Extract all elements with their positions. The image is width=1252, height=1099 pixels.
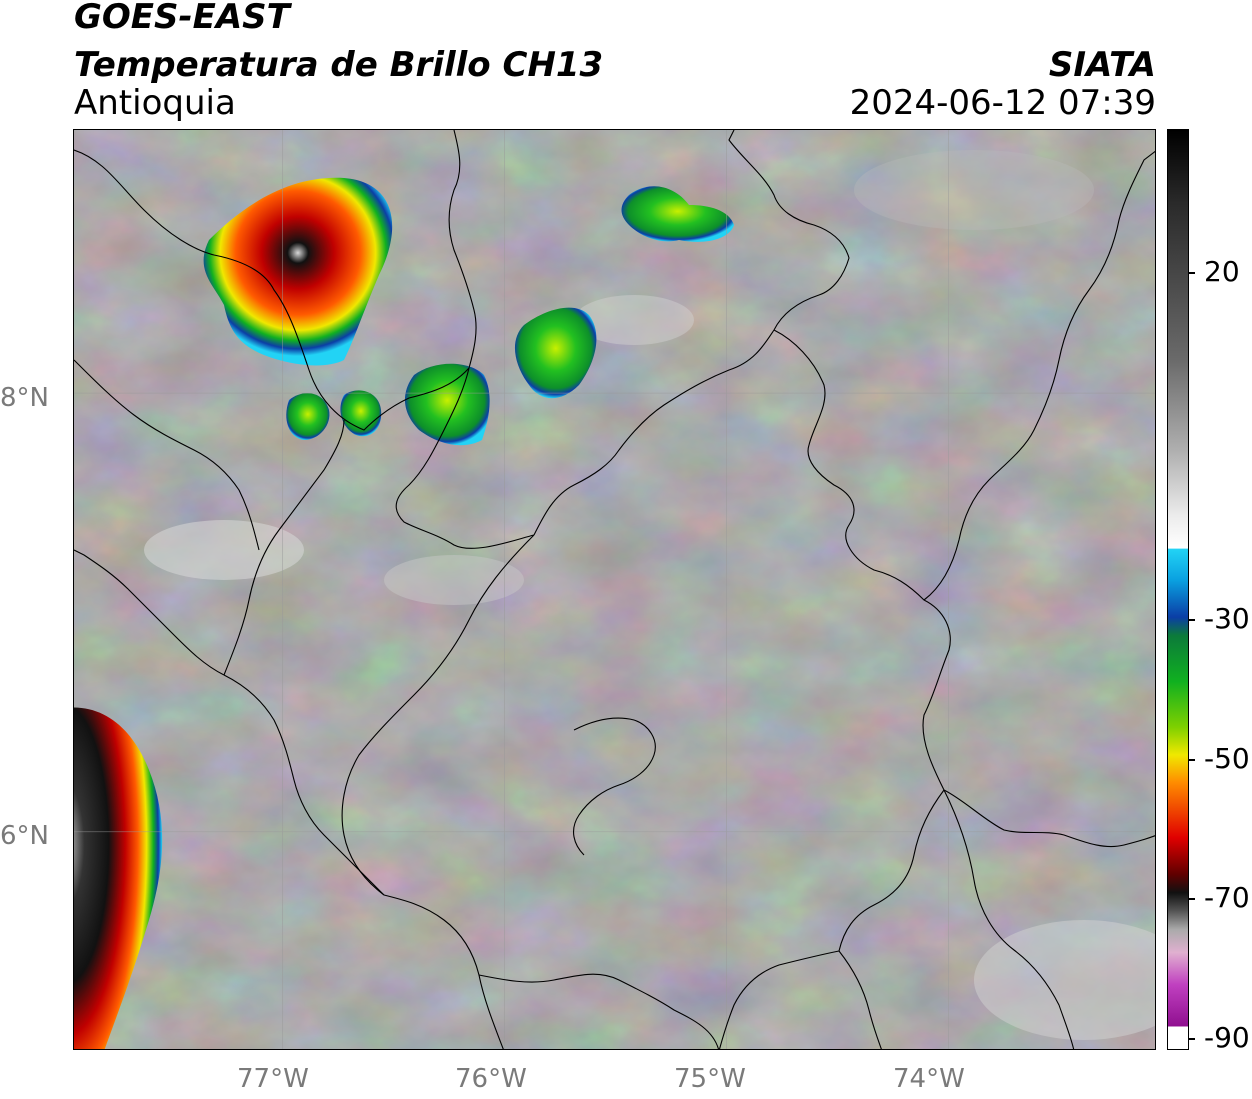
datetime-label: 2024-06-12 07:39 — [849, 83, 1156, 123]
satellite-map — [73, 129, 1156, 1050]
lon-tick-75w: 75°W — [674, 1064, 746, 1094]
colorbar-tick-minus90 — [1189, 1038, 1195, 1040]
lat-tick-8n: 8°N — [0, 383, 49, 413]
lat-tick-6n: 6°N — [0, 821, 49, 851]
region-label: Antioquia — [74, 83, 236, 123]
temperature-colorbar — [1167, 129, 1189, 1050]
product-title: Temperatura de Brillo CH13 — [74, 45, 604, 85]
satellite-title: GOES-EAST — [74, 0, 290, 37]
agency-label: SIATA — [1048, 45, 1156, 85]
cold-cloud-cells — [74, 177, 734, 1049]
colorbar-tick-minus50 — [1189, 759, 1195, 761]
colorbar-label-minus30: -30 — [1204, 602, 1250, 635]
lon-tick-76w: 76°W — [455, 1064, 527, 1094]
colorbar-label-20: 20 — [1204, 255, 1240, 288]
colorbar-tick-minus70 — [1189, 898, 1195, 900]
map-gridlines — [74, 130, 1155, 1049]
lon-tick-77w: 77°W — [237, 1064, 309, 1094]
political-borders — [74, 130, 1155, 1049]
colorbar-label-minus50: -50 — [1204, 742, 1250, 775]
map-graphic — [74, 130, 1155, 1049]
colorbar-label-minus70: -70 — [1204, 881, 1250, 914]
colorbar-tick-minus30 — [1189, 619, 1195, 621]
colorbar-label-minus90: -90 — [1204, 1021, 1250, 1054]
lon-tick-74w: 74°W — [893, 1064, 965, 1094]
colorbar-tick-20 — [1189, 272, 1195, 274]
